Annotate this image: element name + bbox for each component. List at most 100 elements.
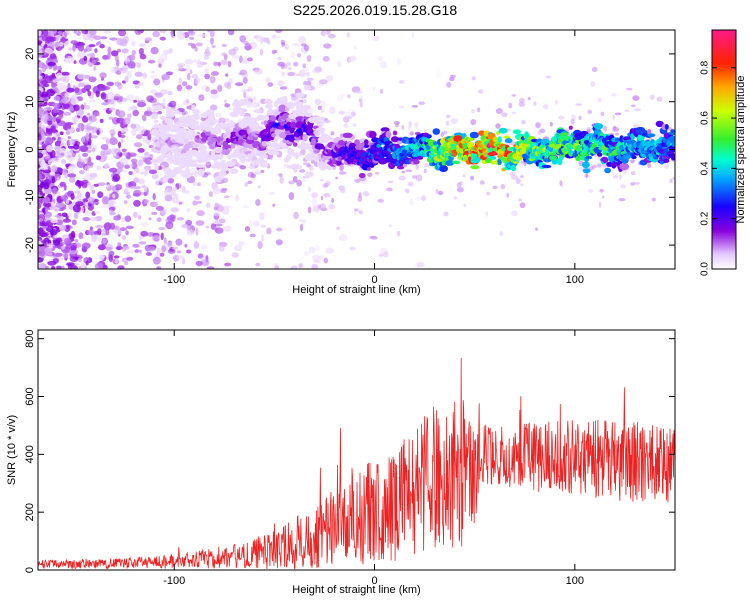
noise-blob [80,262,86,269]
noise-blob [260,169,265,173]
noise-blob [308,246,316,254]
colorbar-tick-label: 0.6 [700,111,711,125]
ridge-blob [392,130,398,136]
noise-blob [244,226,250,232]
ridge-blob [329,138,334,144]
noise-blob [319,79,328,85]
noise-blob [370,236,378,240]
noise-blob [341,93,345,97]
colorbar-tick-label: 0.4 [700,161,711,175]
noise-blob [395,123,399,128]
noise-blob [249,233,256,238]
noise-blob [338,171,347,175]
noise-blob [121,235,127,241]
noise-blob [506,193,510,198]
noise-blob [323,43,332,49]
noise-blob [59,147,67,155]
noise-blob [138,249,143,253]
noise-blob [266,40,271,45]
noise-blob [256,102,260,107]
noise-blob [588,189,594,193]
noise-blob [97,191,104,199]
ridge-blob [433,141,438,145]
noise-blob [38,30,42,37]
noise-blob [138,241,147,245]
noise-blob [77,82,85,87]
ridge-blob [402,163,407,168]
noise-blob [62,218,72,223]
noise-blob [63,75,70,83]
ridge-blob [478,130,486,136]
noise-blob [178,77,183,84]
ridge-blob [205,131,211,136]
ridge-blob [581,161,590,169]
y-tick-label: -10 [24,189,36,205]
noise-blob [95,224,104,229]
x-tick-label: 100 [566,575,584,587]
colorbar-tick-label: 0.2 [700,211,711,225]
noise-blob [185,98,190,104]
noise-blob [56,82,64,91]
noise-blob [578,115,582,120]
noise-blob [112,194,116,199]
ridge-blob [163,167,172,175]
noise-blob [148,110,152,117]
noise-blob [128,171,133,175]
noise-blob [308,165,314,171]
noise-blob [372,86,376,92]
noise-blob [450,118,458,124]
noise-blob [404,188,409,193]
noise-blob [380,88,384,94]
noise-blob [585,172,588,179]
noise-blob [259,48,264,56]
noise-blob [150,143,155,150]
noise-blob [307,186,311,193]
noise-blob [197,182,201,187]
noise-blob [152,193,156,201]
ridge-blob [314,98,321,106]
noise-blob [56,116,64,120]
noise-blob [244,42,252,51]
noise-blob [345,110,351,118]
ridge-blob [671,141,675,147]
ridge-blob [385,130,392,139]
noise-blob [612,127,620,132]
ridge-blob [166,123,172,132]
noise-blob [197,200,202,204]
noise-blob [131,162,138,170]
ridge-blob [305,171,314,178]
noise-blob [317,105,323,111]
noise-blob [137,82,144,86]
noise-blob [50,201,55,207]
ridge-blob [220,159,226,164]
noise-blob [91,59,97,64]
noise-blob [145,252,152,256]
noise-blob [70,245,77,252]
ridge-blob [319,116,325,121]
noise-blob [67,106,75,112]
noise-blob [45,235,51,239]
noise-blob [338,185,345,191]
noise-blob [126,256,134,261]
noise-blob [61,245,65,250]
noise-blob [204,73,211,80]
noise-blob [107,46,112,55]
noise-blob [293,211,299,220]
noise-blob [407,181,414,187]
snr-frame [37,329,676,571]
noise-blob [265,77,271,83]
ridge-blob [263,137,272,142]
noise-blob [74,87,80,93]
noise-blob [163,162,167,166]
noise-blob [635,181,640,185]
noise-blob [123,169,127,173]
noise-blob [311,198,318,207]
noise-blob [238,240,245,247]
noise-blob [320,108,325,113]
ridge-blob [266,141,272,145]
noise-blob [151,211,158,215]
noise-blob [110,133,114,139]
noise-blob [204,50,211,57]
noise-blob [109,137,118,146]
noise-blob [672,176,675,180]
